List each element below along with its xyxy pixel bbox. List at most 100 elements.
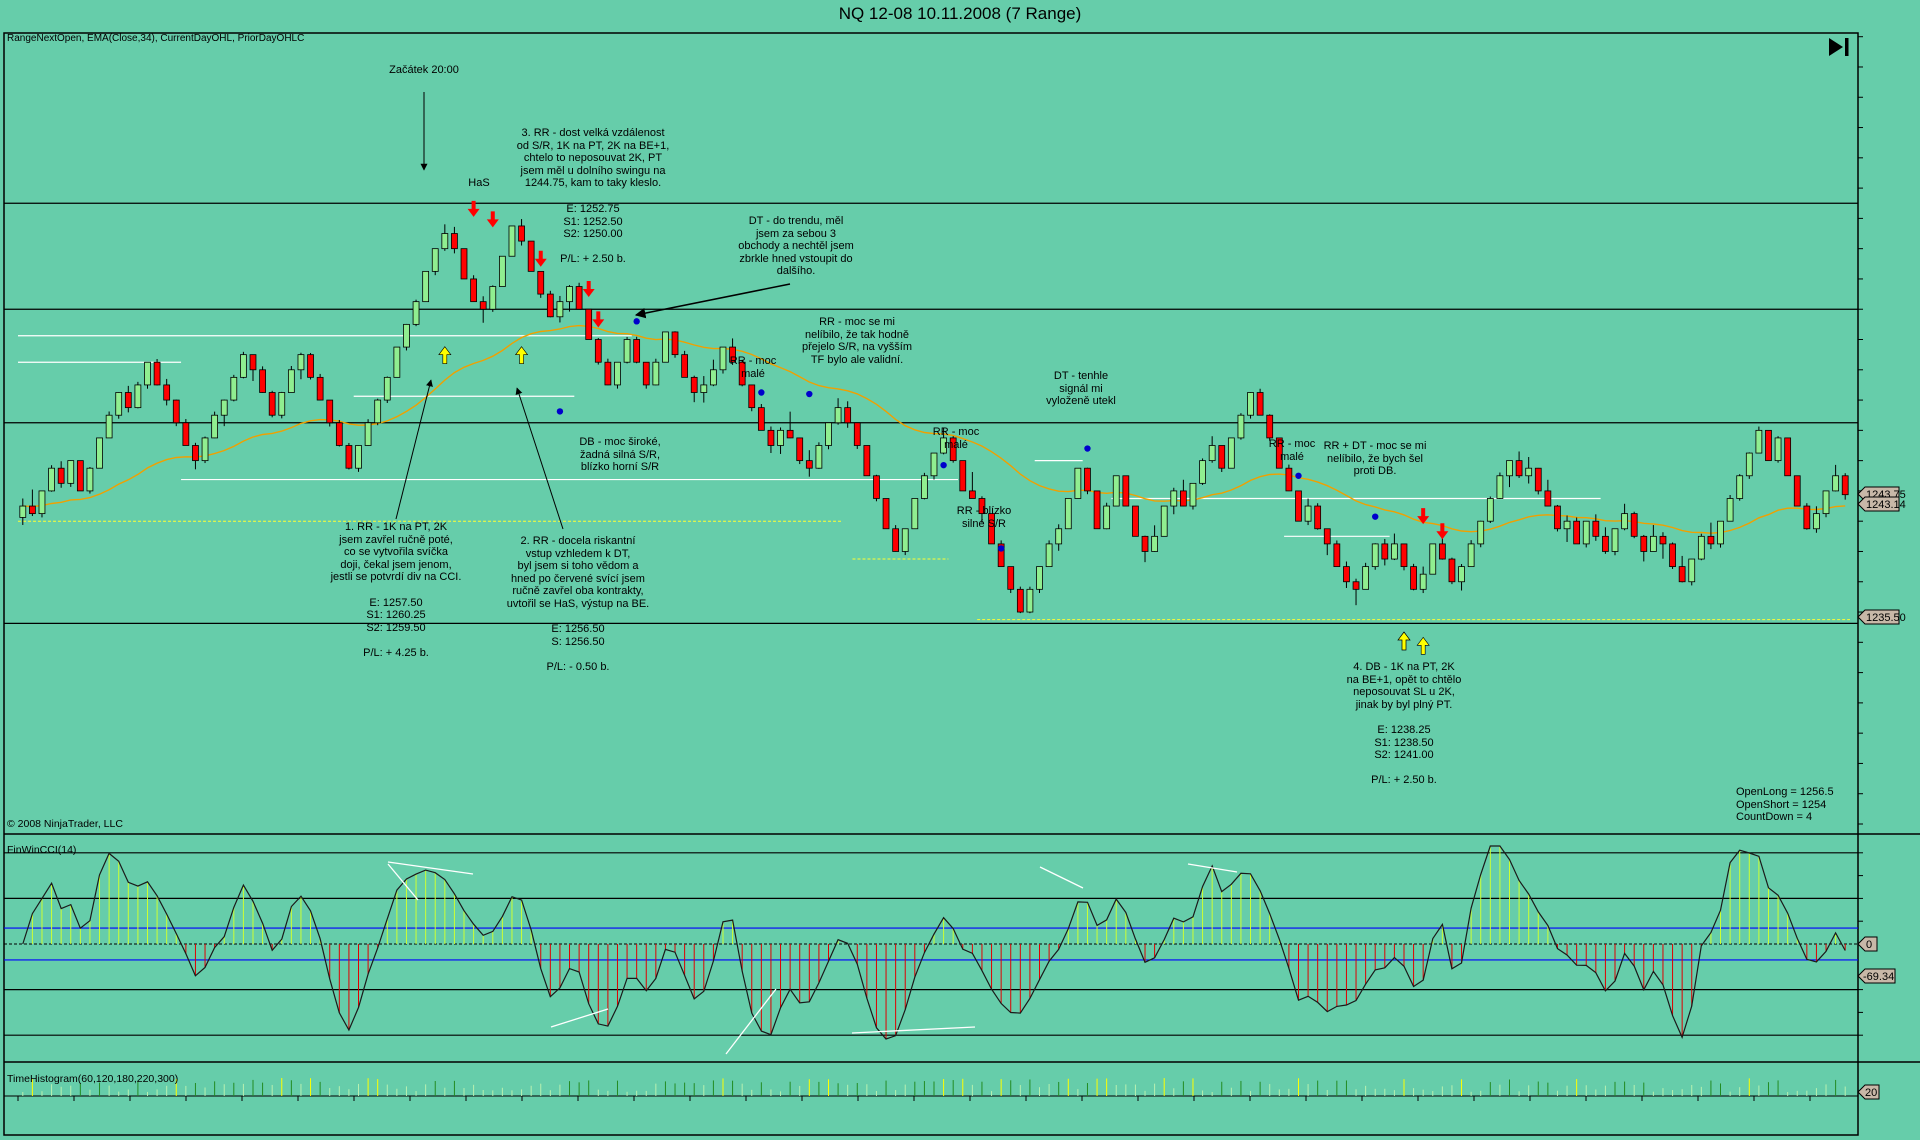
candle-up: [710, 369, 717, 386]
candle-up: [1036, 566, 1043, 590]
candle-up: [1496, 475, 1504, 499]
annotation-trade4: 4. DB - 1K na PT, 2K na BE+1, opět to ch…: [1346, 661, 1462, 787]
candle-down: [1592, 520, 1600, 537]
candle-up: [652, 361, 660, 386]
candle-down: [642, 361, 650, 386]
candle-down: [585, 308, 593, 340]
trade4-up-arrow-icon: [1397, 631, 1411, 651]
candle-up: [403, 323, 410, 348]
candle-up: [1525, 467, 1533, 477]
candle-down: [29, 505, 36, 515]
candle-down: [633, 339, 641, 363]
candle-up: [1813, 513, 1820, 530]
candle-down: [259, 369, 266, 393]
candle-down: [844, 407, 852, 424]
open-long: OpenLong = 1256.5: [1736, 786, 1834, 798]
candle-down: [1793, 475, 1801, 507]
signal-dot: [1295, 472, 1302, 479]
candle-down: [1093, 490, 1101, 530]
candle-up: [1074, 467, 1082, 499]
candle-down: [1448, 558, 1456, 583]
candle-down: [153, 361, 161, 386]
candle-up: [144, 361, 151, 386]
annotation-rr-blizko: RR - blízko silné S/R: [956, 505, 1012, 530]
candle-up: [19, 505, 27, 518]
candle-down: [1285, 467, 1293, 492]
candle-down: [527, 240, 535, 272]
candle-up: [623, 339, 631, 363]
candle-down: [853, 422, 861, 446]
candle-up: [556, 301, 564, 318]
candle-up: [1247, 392, 1254, 416]
panel-frames: [3, 32, 1920, 1136]
signal-dot: [806, 390, 813, 398]
candle-down: [681, 354, 688, 378]
candle-up: [930, 452, 938, 477]
candle-down: [268, 392, 276, 416]
candle-up: [719, 346, 727, 371]
candle-up: [1045, 543, 1053, 568]
candle-up: [105, 414, 113, 439]
candle-down: [163, 384, 171, 401]
candle-down: [1707, 535, 1715, 545]
candle-up: [393, 346, 401, 378]
candle-up: [287, 369, 295, 393]
candle-up: [230, 376, 238, 401]
short-arrow-icon: [592, 311, 605, 328]
candle-up: [431, 248, 439, 272]
candle-down: [1084, 467, 1091, 492]
candle-up: [297, 354, 305, 371]
candle-up: [1697, 535, 1705, 560]
candle-down: [594, 339, 602, 363]
scroll-to-end-button[interactable]: [1826, 36, 1852, 58]
candle-down: [1602, 535, 1609, 552]
candle-down: [537, 270, 545, 295]
histogram-value-tag: 20: [1865, 1087, 1877, 1099]
copyright: © 2008 NinjaTrader, LLC: [7, 818, 123, 830]
cci-divergence-lines: [387, 861, 1238, 1055]
candle-down: [757, 407, 765, 431]
candle-down: [1640, 535, 1648, 552]
cci-layer: [4, 845, 1858, 1040]
candle-up: [566, 286, 573, 303]
candle-down: [1314, 505, 1322, 530]
candle-down: [451, 233, 458, 250]
candle-down: [1630, 513, 1638, 537]
candle-up: [921, 475, 928, 499]
candle-down: [76, 460, 84, 492]
long-arrow-icon: [438, 346, 452, 364]
candle-up: [1688, 558, 1696, 583]
candle-down: [172, 399, 180, 424]
annotation-trade3: 3. RR - dost velká vzdálenost od S/R, 1K…: [516, 127, 670, 190]
price-panel-indicators: RangeNextOpen, EMA(Close,34), CurrentDay…: [7, 33, 305, 44]
candle-down: [1841, 475, 1849, 496]
candle-down: [767, 429, 775, 446]
candle-down: [316, 376, 324, 401]
candle-up: [441, 233, 449, 250]
candle-down: [1141, 535, 1149, 552]
candle-up: [1026, 588, 1034, 613]
candle-down: [1803, 505, 1811, 530]
histogram-panel-label: TimeHistogram(60,120,180,220,300): [7, 1073, 179, 1085]
candle-down: [1266, 414, 1274, 439]
candle-up: [240, 354, 247, 378]
time-histogram-layer: [4, 1078, 1858, 1097]
price-tags: 1243.75 1243.14 1235.50 0 -69.34 20: [1857, 486, 1906, 1100]
candle-up: [1506, 460, 1513, 477]
candle-up: [1103, 505, 1111, 530]
annotation-trade2: 2. RR - docela riskantní vstup vzhledem …: [506, 535, 650, 673]
candle-up: [1160, 505, 1168, 537]
candle-up: [1227, 437, 1235, 469]
candle-down: [326, 399, 334, 424]
candle-up: [1208, 445, 1216, 462]
candle-up: [1458, 566, 1465, 583]
annotation-rr-male-2: RR - moc malé: [932, 426, 980, 451]
candles-layer: [19, 219, 1849, 614]
candle-down: [729, 346, 736, 363]
candle-down: [1534, 467, 1542, 492]
candle-up: [67, 460, 75, 484]
candle-up: [1563, 520, 1571, 530]
candle-up: [374, 399, 382, 424]
candle-down: [997, 543, 1005, 568]
